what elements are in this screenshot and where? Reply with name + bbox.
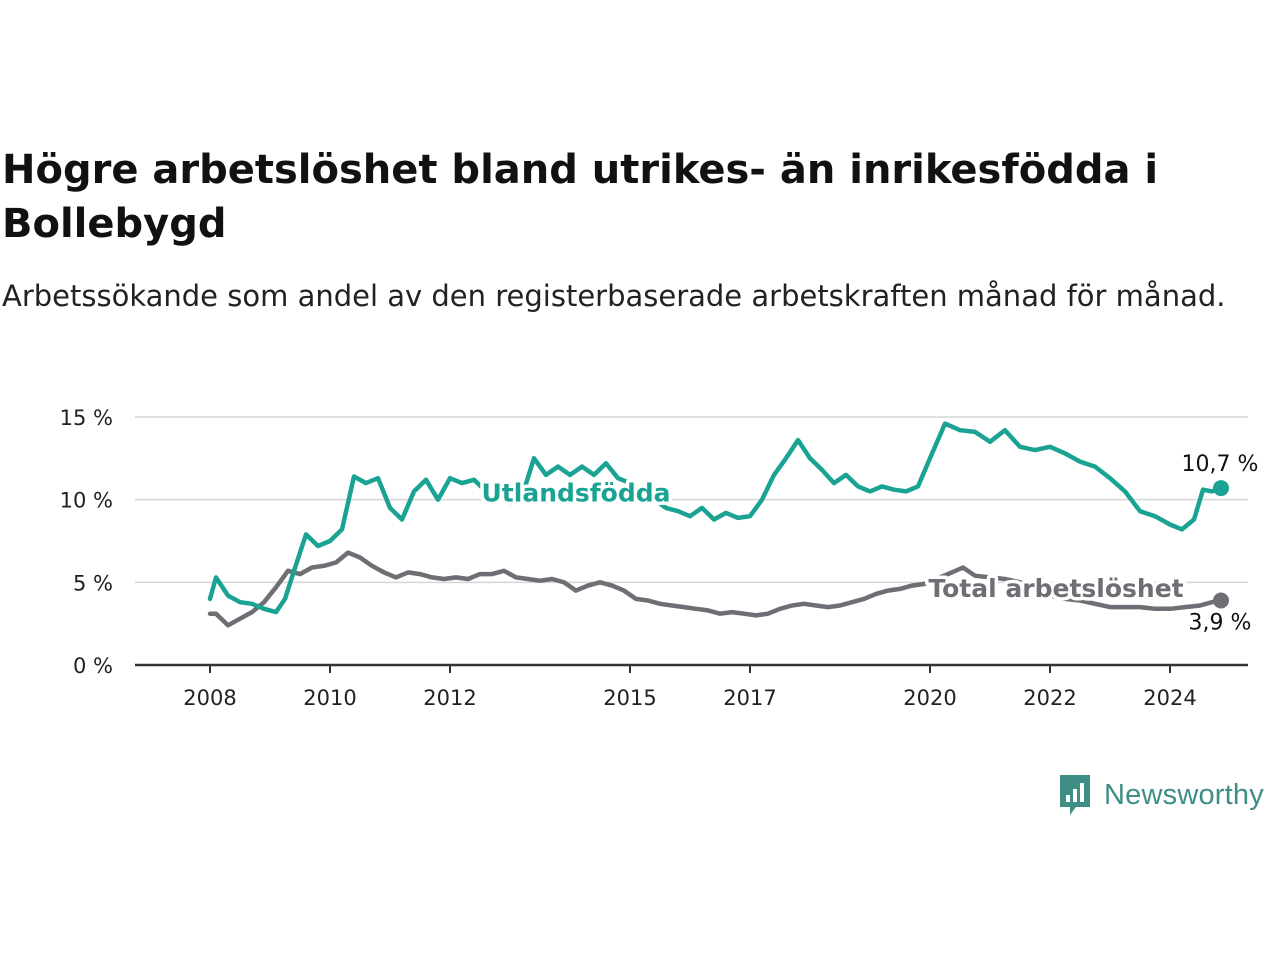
y-axis: 0 % 5 % 10 % 15 % — [60, 406, 113, 678]
y-tick-label: 5 % — [73, 571, 113, 595]
chart-subtitle: Arbetssökande som andel av den registerb… — [2, 279, 1226, 313]
y-tick-label: 10 % — [60, 489, 113, 513]
series-line — [207, 550, 1224, 628]
brand-name: Newsworthy — [1104, 778, 1264, 811]
x-tick-label: 2024 — [1143, 686, 1196, 710]
series-end-marker — [1213, 592, 1229, 609]
newsworthy-logo-icon — [1060, 775, 1090, 815]
x-tick-label: 2020 — [903, 686, 956, 710]
series-layer — [207, 421, 1224, 628]
series-end-marker — [1213, 480, 1229, 497]
y-tick-label: 15 % — [60, 406, 113, 430]
x-tick-label: 2017 — [723, 686, 776, 710]
series-end-label: 3,9 % — [1189, 611, 1252, 636]
chart-title: Högre arbetslöshet bland utrikes- än inr… — [2, 147, 1159, 247]
series-name-label: Utlandsfödda — [482, 478, 671, 507]
series-end-label: 10,7 % — [1182, 452, 1259, 477]
x-tick-label: 2015 — [603, 686, 656, 710]
x-tick-label: 2022 — [1023, 686, 1076, 710]
x-axis: 2008 2010 2012 2015 2017 2020 2022 2024 — [135, 663, 1248, 710]
grid — [135, 416, 1248, 584]
x-tick-label: 2010 — [303, 686, 356, 710]
newsworthy-brand: Newsworthy — [1058, 772, 1264, 818]
series-name-label: Total arbetslöshet — [928, 574, 1183, 603]
annotation-layer: 10,7 % 3,9 % Utlandsfödda Total arbetslöshe… — [478, 452, 1259, 636]
x-tick-label: 2008 — [183, 686, 236, 710]
x-tick-label: 2012 — [423, 686, 476, 710]
y-tick-label: 0 % — [73, 654, 113, 678]
series-line — [207, 421, 1224, 615]
